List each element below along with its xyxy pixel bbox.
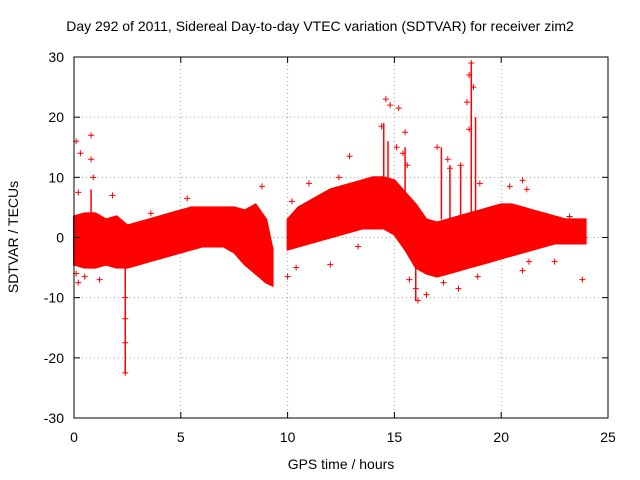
data-point bbox=[327, 261, 334, 268]
data-point bbox=[77, 150, 84, 157]
data-point bbox=[412, 285, 419, 292]
y-tick-label: -30 bbox=[44, 410, 64, 426]
x-tick-label: 10 bbox=[280, 429, 296, 445]
data-point bbox=[122, 315, 129, 322]
data-point bbox=[147, 210, 154, 217]
data-point bbox=[402, 129, 409, 136]
data-point bbox=[75, 189, 82, 196]
data-point bbox=[81, 273, 88, 280]
data-point bbox=[335, 174, 342, 181]
data-point bbox=[355, 243, 362, 250]
x-tick-label: 5 bbox=[177, 429, 185, 445]
data-point bbox=[331, 195, 338, 202]
data-point bbox=[444, 156, 451, 163]
data-point bbox=[96, 276, 103, 283]
data-point bbox=[399, 150, 406, 157]
data-point bbox=[423, 291, 430, 298]
data-point bbox=[581, 234, 588, 241]
data-point bbox=[457, 162, 464, 169]
data-point bbox=[464, 99, 471, 106]
data-point bbox=[519, 267, 526, 274]
data-point bbox=[414, 297, 421, 304]
data-point bbox=[382, 96, 389, 103]
y-tick-label: 0 bbox=[56, 230, 64, 246]
data-point bbox=[346, 153, 353, 160]
x-axis-label: GPS time / hours bbox=[287, 456, 395, 472]
data-point bbox=[258, 183, 265, 190]
data-point bbox=[566, 213, 573, 220]
data-point bbox=[579, 276, 586, 283]
data-point bbox=[523, 186, 530, 193]
data-point bbox=[122, 294, 129, 301]
data-point bbox=[90, 174, 97, 181]
data-band bbox=[286, 176, 587, 278]
data-point bbox=[75, 279, 82, 286]
data-point bbox=[109, 192, 116, 199]
data-point bbox=[551, 258, 558, 265]
x-tick-label: 20 bbox=[493, 429, 509, 445]
data-point bbox=[506, 183, 513, 190]
data-point bbox=[88, 156, 95, 163]
y-tick-label: -20 bbox=[44, 350, 64, 366]
data-point bbox=[474, 273, 481, 280]
data-point bbox=[470, 84, 477, 91]
data-point bbox=[404, 162, 411, 169]
data-point bbox=[525, 258, 532, 265]
data-point bbox=[387, 102, 394, 109]
data-point bbox=[434, 144, 441, 151]
sdtvar-series bbox=[73, 60, 588, 376]
data-point bbox=[288, 198, 295, 205]
data-point bbox=[284, 273, 291, 280]
data-point bbox=[519, 177, 526, 184]
axis-ticks: 0 5 10 15 20 25 -30 -20 -10 0 10 20 30 bbox=[44, 49, 616, 445]
data-point bbox=[468, 60, 475, 67]
chart-title: Day 292 of 2011, Sidereal Day-to-day VTE… bbox=[66, 18, 574, 34]
y-tick-label: 20 bbox=[48, 109, 64, 125]
y-tick-label: -10 bbox=[44, 290, 64, 306]
data-point bbox=[122, 369, 129, 376]
data-point bbox=[395, 105, 402, 112]
data-point bbox=[406, 276, 413, 283]
data-point bbox=[305, 180, 312, 187]
data-point bbox=[440, 279, 447, 286]
data-point bbox=[184, 195, 191, 202]
data-point bbox=[446, 165, 453, 172]
data-point bbox=[455, 285, 462, 292]
data-point bbox=[466, 72, 473, 79]
data-point bbox=[393, 144, 400, 151]
data-point bbox=[466, 126, 473, 133]
x-tick-label: 25 bbox=[600, 429, 616, 445]
data-point bbox=[378, 123, 385, 130]
data-point bbox=[293, 264, 300, 271]
data-point bbox=[122, 339, 129, 346]
data-band bbox=[73, 203, 274, 288]
y-tick-label: 10 bbox=[48, 169, 64, 185]
x-tick-label: 15 bbox=[387, 429, 403, 445]
data-point bbox=[476, 180, 483, 187]
data-point bbox=[88, 132, 95, 139]
y-tick-label: 30 bbox=[48, 49, 64, 65]
data-point bbox=[267, 279, 274, 286]
x-tick-label: 0 bbox=[70, 429, 78, 445]
